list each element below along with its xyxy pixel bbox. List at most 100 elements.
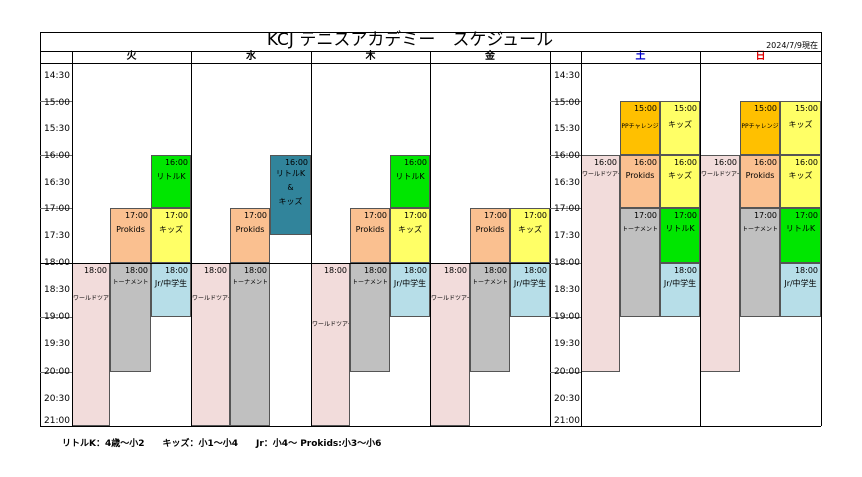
class-block-pp-challenge: 15:00 PPチャレンジ <box>620 101 660 155</box>
grid-line <box>581 51 582 426</box>
class-block-tournament: 18:00 トーナメント <box>110 263 151 372</box>
class-name: キッズ <box>788 120 813 129</box>
start-time: 16:00 <box>633 158 657 167</box>
time-label: 16:00 <box>554 151 580 161</box>
class-name: トーナメント <box>621 226 658 233</box>
class-block-world-tour: 18:00 ワールドツアー <box>430 263 470 426</box>
grid-line <box>821 32 822 426</box>
class-name: Prokids <box>116 225 145 234</box>
class-block-little-k: 16:00 リトルK <box>390 155 430 208</box>
class-name: キッズ <box>668 171 692 180</box>
grid-line <box>40 372 72 373</box>
class-block-kids: 16:00 キッズ <box>660 155 700 208</box>
grid-line <box>40 208 72 209</box>
class-block-jr: 18:00 Jr/中学生 <box>510 263 550 317</box>
start-time: 15:00 <box>633 104 657 113</box>
time-label: 16:00 <box>44 151 70 161</box>
time-label: 19:00 <box>44 312 70 322</box>
start-time: 17:00 <box>633 211 657 220</box>
class-block-kids: 17:00 キッズ <box>510 208 550 263</box>
time-label: 15:00 <box>554 98 580 108</box>
class-name: キッズ <box>668 120 692 129</box>
class-block-kids: 17:00 キッズ <box>151 208 191 263</box>
grid-line <box>550 51 551 426</box>
grid-line <box>72 51 73 426</box>
time-label: 20:00 <box>554 367 580 377</box>
class-name: ワールドツアー <box>312 321 350 328</box>
class-name: Jr/中学生 <box>663 279 697 288</box>
start-time: 18:00 <box>403 266 427 275</box>
start-time: 16:00 <box>403 158 427 167</box>
grid-line <box>550 155 581 156</box>
class-block-pp-challenge: 15:00 PPチャレンジ <box>740 101 780 155</box>
class-block-jr: 18:00 Jr/中学生 <box>780 263 821 317</box>
class-name: ワールドツアー <box>701 171 740 178</box>
time-label: 18:00 <box>554 258 580 268</box>
time-label: 15:30 <box>554 124 580 134</box>
class-name: ワールドツアー <box>73 295 109 302</box>
grid-line <box>40 426 821 427</box>
class-block-world-tour: 18:00 ワールドツアー <box>191 263 230 426</box>
time-label: 19:00 <box>554 312 580 322</box>
day-header-thu: 木 <box>365 51 376 62</box>
time-label: 17:30 <box>554 231 580 241</box>
class-block-prokids: 17:00 Prokids <box>350 208 390 263</box>
time-label: 15:00 <box>44 98 70 108</box>
start-time: 17:00 <box>363 211 387 220</box>
class-block-jr: 18:00 Jr/中学生 <box>660 263 700 317</box>
class-block-little-k: 16:00 リトルK <box>151 155 191 208</box>
class-block-world-tour: 18:00 ワールドツアー <box>72 263 110 426</box>
class-block-little-k-kids: 16:00 リトルK & キッズ <box>270 155 311 235</box>
class-block-kids: 15:00 キッズ <box>780 101 821 155</box>
time-label: 17:00 <box>554 204 580 214</box>
time-label: 21:00 <box>44 416 70 426</box>
class-name: リトルK <box>395 172 425 181</box>
class-block-kids: 17:00 キッズ <box>390 208 430 263</box>
class-name: リトルK <box>275 169 306 178</box>
day-header-sun: 日 <box>755 51 766 62</box>
class-block-tournament: 17:00 トーナメント <box>740 208 780 317</box>
start-time: 16:00 <box>794 158 818 167</box>
time-label: 18:30 <box>554 285 580 295</box>
day-header-sat: 土 <box>635 51 646 62</box>
date-note: 2024/7/9現在 <box>766 41 818 50</box>
start-time: 18:00 <box>323 266 347 275</box>
class-block-tournament: 18:00 トーナメント <box>230 263 270 426</box>
time-label: 15:30 <box>44 124 70 134</box>
day-header-tue: 火 <box>126 51 137 62</box>
class-name: キッズ <box>159 225 183 234</box>
grid-line <box>40 32 41 426</box>
time-label: 16:30 <box>554 178 580 188</box>
class-name: Jr/中学生 <box>154 279 188 288</box>
start-time: 16:00 <box>673 158 697 167</box>
class-block-prokids: 17:00 Prokids <box>110 208 151 263</box>
class-name: トーナメント <box>112 279 149 286</box>
class-name-amp: & <box>287 183 294 192</box>
start-time: 16:00 <box>284 158 308 167</box>
class-name: PPチャレンジ <box>741 123 779 130</box>
start-time: 18:00 <box>363 266 387 275</box>
class-block-prokids: 16:00 Prokids <box>620 155 660 208</box>
class-name: リトルK <box>785 224 816 233</box>
grid-line <box>700 51 701 426</box>
grid-line <box>430 51 431 426</box>
time-label: 20:30 <box>554 394 580 404</box>
grid-line <box>40 32 821 33</box>
class-block-prokids: 17:00 Prokids <box>470 208 510 263</box>
class-name: ワールドツアー <box>582 171 620 178</box>
start-time: 18:00 <box>164 266 188 275</box>
time-label: 18:30 <box>44 285 70 295</box>
start-time: 18:00 <box>124 266 148 275</box>
start-time: 18:00 <box>243 266 267 275</box>
grid-line <box>40 263 550 264</box>
class-name: トーナメント <box>231 279 268 286</box>
class-block-kids: 16:00 キッズ <box>780 155 821 208</box>
grid-line <box>550 101 581 102</box>
start-time: 16:00 <box>753 158 777 167</box>
grid-line <box>550 208 581 209</box>
time-label: 19:30 <box>554 339 580 349</box>
class-name: Prokids <box>745 171 775 180</box>
time-label: 14:30 <box>44 71 70 81</box>
class-block-tournament: 18:00 トーナメント <box>470 263 510 372</box>
grid-line <box>550 317 581 318</box>
